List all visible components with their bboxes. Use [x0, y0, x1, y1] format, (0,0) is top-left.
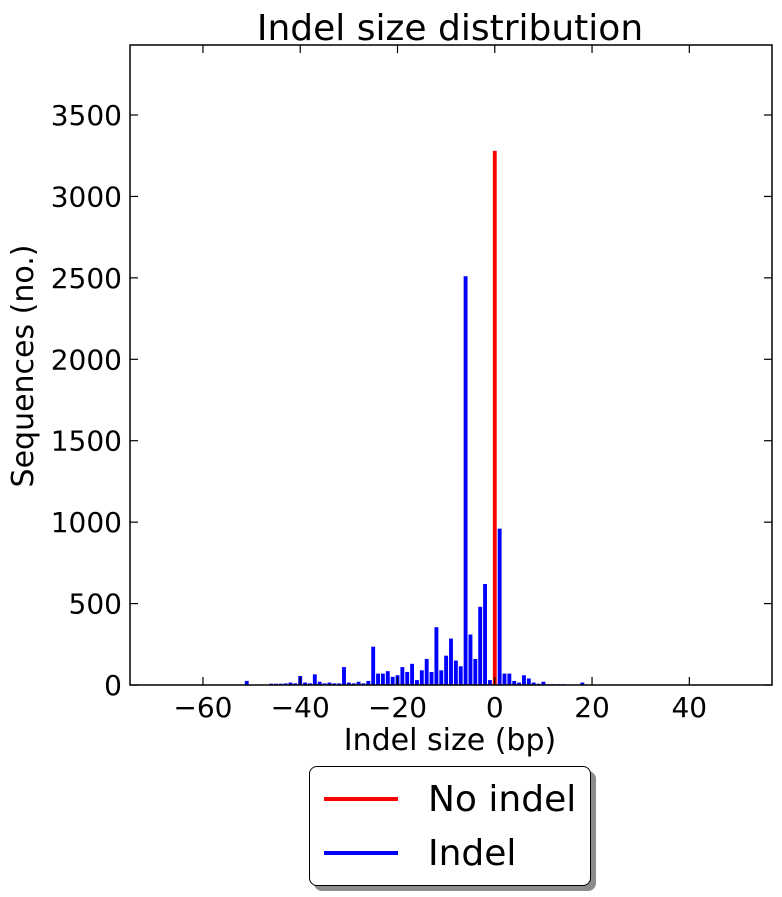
x-tick-label: 20 [574, 691, 610, 724]
bar-indel [327, 682, 332, 685]
chart-title: Indel size distribution [257, 8, 643, 49]
legend: No indel Indel [309, 766, 591, 886]
legend-item-indel: Indel [324, 832, 517, 874]
x-tick-label: 40 [671, 691, 707, 724]
bar-indel [522, 675, 526, 685]
bars-group [244, 150, 585, 686]
bar-indel [322, 683, 327, 685]
bar-indel [356, 681, 361, 685]
bar-indel [405, 671, 410, 685]
bar-indel [385, 671, 390, 685]
bar-indel [502, 673, 507, 685]
bar-indel [312, 674, 317, 685]
bar-indel [317, 681, 322, 685]
bar-indel [507, 673, 512, 685]
bar-indel [415, 680, 419, 685]
bar-indel [517, 682, 522, 685]
x-tick-label: −40 [271, 691, 330, 724]
bar-indel [288, 682, 293, 685]
bar-indel [458, 666, 463, 685]
bar-indel [332, 683, 337, 685]
ticks-group: −60 −40 −20 0 20 40 0 500 1000 1500 2000 2500 3000 35… [51, 45, 772, 724]
y-tick-label: 2500 [51, 262, 122, 295]
bar-indel [483, 584, 487, 685]
bar-indel [351, 683, 356, 685]
bar-indel [376, 673, 380, 685]
bar-indel [308, 683, 312, 685]
y-tick-label: 0 [104, 669, 122, 702]
legend-label-no-indel: No indel [428, 778, 577, 820]
bar-indel [478, 606, 483, 685]
bar-indel [293, 683, 298, 685]
bar-indel [463, 276, 468, 685]
bar-indel [468, 634, 473, 685]
bar-indel [487, 680, 492, 685]
legend-item-no-indel: No indel [324, 778, 577, 820]
legend-swatch-no-indel [324, 797, 398, 801]
y-tick-label: 3000 [51, 180, 122, 213]
bar-indel [400, 667, 405, 685]
bar-indel [419, 670, 424, 685]
bar-indel [497, 528, 502, 685]
bar-indel [361, 683, 366, 685]
bar-no-indel [492, 150, 497, 686]
bar-indel [439, 670, 444, 685]
y-tick-label: 500 [69, 588, 122, 621]
plot-frame [129, 44, 773, 686]
x-tick-label: 0 [486, 691, 504, 724]
bar-indel [366, 680, 371, 685]
bar-indel [380, 673, 385, 685]
x-tick-label: −20 [368, 691, 427, 724]
bar-indel [526, 678, 531, 685]
bar-indel [371, 646, 376, 685]
bar-indel [444, 655, 449, 685]
bar-indel [337, 683, 342, 685]
legend-swatch-indel [324, 851, 398, 855]
y-tick-label: 1000 [51, 506, 122, 539]
bar-indel [283, 683, 288, 685]
bar-indel [424, 658, 429, 685]
bar-indel [346, 682, 351, 685]
y-tick-label: 1500 [51, 425, 122, 458]
bar-indel [410, 663, 415, 685]
bar-indel [512, 680, 517, 685]
bar-indel [434, 627, 439, 685]
bar-indel [449, 638, 453, 685]
bar-indel [303, 682, 308, 685]
bar-indel [453, 660, 458, 685]
y-axis-label: Sequences (no.) [6, 245, 41, 488]
x-axis-label: Indel size (bp) [344, 723, 556, 758]
bar-indel [531, 682, 536, 685]
bar-indel [390, 676, 395, 685]
bar-indel [342, 667, 346, 685]
bar-indel [473, 658, 478, 685]
legend-label-indel: Indel [428, 832, 517, 874]
bar-indel [429, 671, 434, 685]
bar-indel [244, 680, 249, 685]
x-tick-label: −60 [173, 691, 232, 724]
bar-indel [580, 682, 585, 685]
bar-indel [541, 681, 546, 685]
y-tick-label: 3500 [51, 99, 122, 132]
y-tick-label: 2000 [51, 343, 122, 376]
